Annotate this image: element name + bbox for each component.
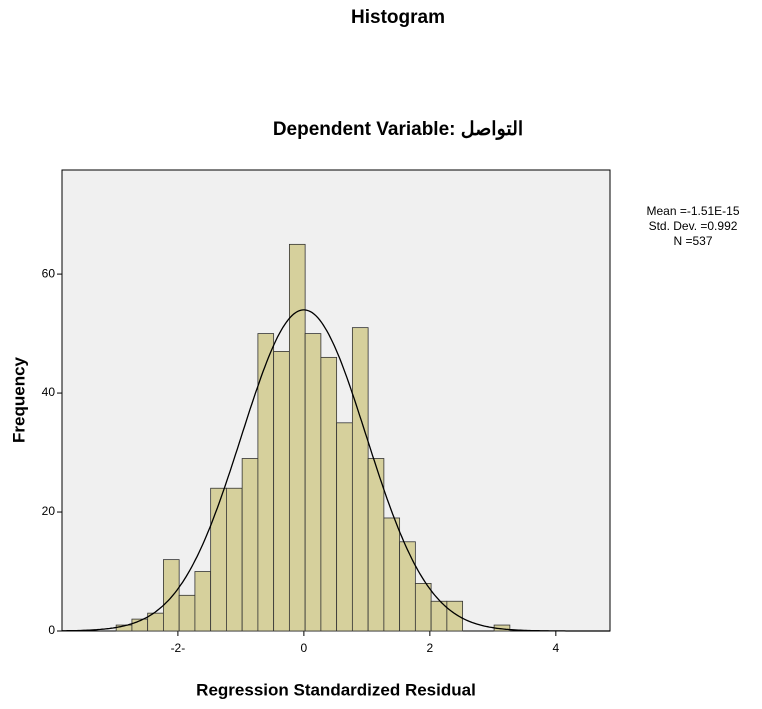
y-tick-label: 0 <box>48 623 55 637</box>
stat-n: N =537 <box>673 234 712 248</box>
bar <box>163 559 180 632</box>
bar <box>273 351 290 632</box>
bar <box>304 333 322 632</box>
x-tick-label: 4 <box>552 641 559 655</box>
chart-title: Histogram <box>351 7 445 28</box>
bar <box>178 594 196 632</box>
bar <box>336 422 353 632</box>
bar <box>320 356 338 632</box>
x-tick-label: -2- <box>171 641 186 655</box>
y-axis-label: Frequency <box>9 356 28 443</box>
y-tick-label: 60 <box>42 266 56 280</box>
stat-mean: Mean =-1.51E-15 <box>646 204 739 218</box>
bar <box>210 487 227 632</box>
x-axis-label: Regression Standardized Residual <box>196 680 476 699</box>
stat-sd: Std. Dev. =0.992 <box>649 219 738 233</box>
bar <box>288 243 306 632</box>
bar <box>399 541 416 632</box>
bar <box>446 600 464 632</box>
bar <box>194 571 212 632</box>
y-tick-label: 40 <box>42 385 56 399</box>
y-tick-label: 20 <box>42 504 56 518</box>
bar <box>414 583 432 632</box>
bar <box>241 458 259 632</box>
bar <box>225 487 243 632</box>
x-tick-label: 2 <box>427 641 434 655</box>
bar <box>383 517 401 632</box>
normal-curve <box>62 309 610 632</box>
x-tick-label: 0 <box>301 641 308 655</box>
bar <box>351 327 369 632</box>
chart-subtitle: Dependent Variable: التواصل <box>273 119 523 140</box>
